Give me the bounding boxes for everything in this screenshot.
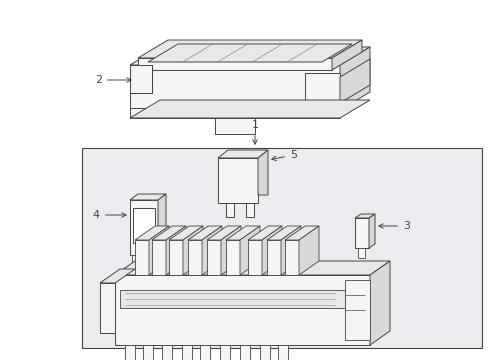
Polygon shape <box>240 226 260 275</box>
Polygon shape <box>130 100 370 118</box>
Bar <box>142 255 148 267</box>
Text: 3: 3 <box>379 221 410 231</box>
Polygon shape <box>258 150 268 195</box>
Bar <box>115 275 370 345</box>
Bar <box>305 73 340 103</box>
Bar <box>125 345 135 360</box>
Bar <box>226 240 240 275</box>
Polygon shape <box>207 226 241 240</box>
Bar <box>100 283 115 333</box>
Polygon shape <box>183 226 203 275</box>
Polygon shape <box>355 214 375 218</box>
Polygon shape <box>158 194 166 255</box>
Polygon shape <box>332 40 362 70</box>
Bar <box>169 240 183 275</box>
Text: 5: 5 <box>272 150 297 161</box>
Bar <box>200 345 210 360</box>
Polygon shape <box>100 269 135 283</box>
Bar <box>135 240 149 275</box>
Polygon shape <box>148 44 352 62</box>
Polygon shape <box>285 226 319 240</box>
Polygon shape <box>267 226 301 240</box>
Bar <box>130 108 340 118</box>
Bar <box>218 158 258 203</box>
Polygon shape <box>169 226 203 240</box>
Polygon shape <box>369 214 375 248</box>
Polygon shape <box>149 226 169 275</box>
Bar <box>143 345 153 360</box>
Polygon shape <box>166 226 186 275</box>
Bar <box>182 345 192 360</box>
Polygon shape <box>340 59 370 103</box>
Bar <box>355 218 369 248</box>
Bar <box>285 240 299 275</box>
Polygon shape <box>202 226 222 275</box>
Bar <box>133 208 155 243</box>
Bar <box>215 118 255 134</box>
Bar <box>220 345 230 360</box>
Bar <box>130 200 158 255</box>
Bar <box>345 280 370 340</box>
Polygon shape <box>248 226 282 240</box>
Text: 1: 1 <box>251 120 259 144</box>
Bar <box>162 345 172 360</box>
Polygon shape <box>340 47 370 110</box>
Polygon shape <box>130 194 166 200</box>
Polygon shape <box>152 226 186 240</box>
Bar <box>246 203 254 217</box>
Polygon shape <box>135 226 169 240</box>
Bar <box>278 345 288 360</box>
Polygon shape <box>130 47 370 65</box>
Bar <box>82 148 482 348</box>
Bar <box>152 240 166 275</box>
Bar <box>267 240 281 275</box>
Bar <box>152 255 158 267</box>
Bar <box>226 203 234 217</box>
Polygon shape <box>221 226 241 275</box>
Bar <box>240 345 250 360</box>
Bar <box>248 240 262 275</box>
Bar <box>120 290 345 308</box>
Polygon shape <box>218 150 268 158</box>
Bar <box>132 255 138 267</box>
Bar <box>260 345 270 360</box>
Bar <box>207 240 221 275</box>
Polygon shape <box>370 261 390 345</box>
Polygon shape <box>262 226 282 275</box>
Bar <box>130 65 340 110</box>
Bar <box>138 58 332 70</box>
Polygon shape <box>138 40 362 58</box>
Bar <box>130 65 152 93</box>
Polygon shape <box>299 226 319 275</box>
Polygon shape <box>188 226 222 240</box>
Polygon shape <box>226 226 260 240</box>
Text: 4: 4 <box>93 210 126 220</box>
Text: 2: 2 <box>95 75 131 85</box>
Polygon shape <box>281 226 301 275</box>
Polygon shape <box>115 261 390 275</box>
Bar <box>358 248 365 258</box>
Bar <box>188 240 202 275</box>
